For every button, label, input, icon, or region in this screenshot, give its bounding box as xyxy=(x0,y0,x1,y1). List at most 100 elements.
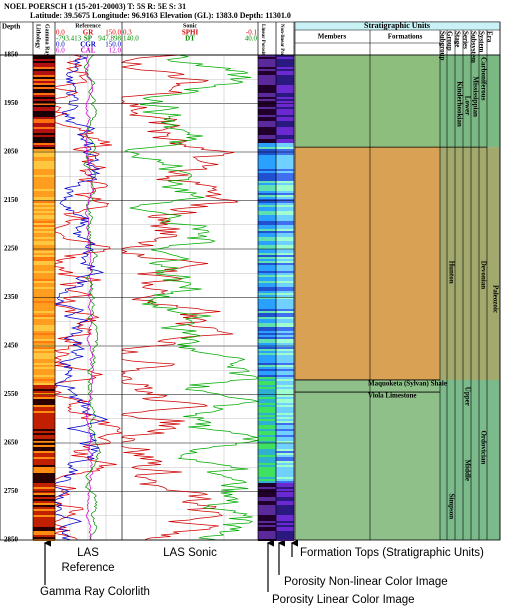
porosity-linear-row xyxy=(258,377,276,379)
porosity-nonlinear-row xyxy=(276,507,294,509)
porosity-linear-row xyxy=(258,291,276,293)
porosity-linear-row xyxy=(258,245,276,247)
porosity-nonlinear-row xyxy=(276,271,294,273)
porosity-nonlinear-row xyxy=(276,267,294,269)
porosity-linear-row xyxy=(258,125,276,127)
colorlith-row xyxy=(33,363,55,365)
porosity-nonlinear-row xyxy=(276,121,294,123)
nonlinear-header: Non-linear Porosity xyxy=(279,24,284,66)
porosity-nonlinear-row xyxy=(276,435,294,437)
porosity-nonlinear-row xyxy=(276,419,294,421)
porosity-nonlinear-row xyxy=(276,309,294,311)
porosity-nonlinear-row xyxy=(276,501,294,503)
strat-band xyxy=(295,147,500,380)
porosity-nonlinear-row xyxy=(276,479,294,481)
porosity-nonlinear-row xyxy=(276,171,294,173)
porosity-linear-row xyxy=(258,469,276,471)
porosity-nonlinear-row xyxy=(276,329,294,331)
colorlith-row xyxy=(33,405,55,407)
unit-label: Lower xyxy=(463,96,471,115)
colorlith-row xyxy=(33,269,55,271)
colorlith-row xyxy=(33,413,55,415)
porosity-linear-row xyxy=(258,433,276,435)
porosity-linear-row xyxy=(258,477,276,479)
colorlith-row xyxy=(33,131,55,133)
porosity-nonlinear-row xyxy=(276,457,294,459)
colorlith-row xyxy=(33,141,55,143)
porosity-nonlinear-row xyxy=(276,173,294,175)
colorlith-row xyxy=(33,107,55,109)
porosity-nonlinear-row xyxy=(276,163,294,165)
porosity-nonlinear-row xyxy=(276,157,294,159)
porosity-nonlinear-row xyxy=(276,313,294,315)
porosity-linear-row xyxy=(258,323,276,325)
porosity-linear-row xyxy=(258,343,276,345)
porosity-nonlinear-row xyxy=(276,397,294,399)
colorlith-row xyxy=(33,427,55,429)
porosity-nonlinear-row xyxy=(276,473,294,475)
colorlith-row xyxy=(33,473,55,475)
colorlith-row xyxy=(33,455,55,457)
colorlith-row xyxy=(33,325,55,327)
colorlith-row xyxy=(33,433,55,435)
colorlith-row xyxy=(33,283,55,285)
porosity-linear-row xyxy=(258,491,276,493)
porosity-nonlinear-row xyxy=(276,237,294,239)
colorlith-row xyxy=(33,189,55,191)
porosity-linear-row xyxy=(258,527,276,529)
porosity-linear-row xyxy=(258,247,276,249)
porosity-linear-row xyxy=(258,489,276,491)
strat-header: Stratigraphic Units xyxy=(364,21,430,30)
porosity-nonlinear-row xyxy=(276,275,294,277)
porosity-nonlinear-row xyxy=(276,421,294,423)
depth-label: 1950 xyxy=(4,99,19,107)
curve-name: GR xyxy=(83,29,94,37)
porosity-linear-row xyxy=(258,315,276,317)
colorlith-row xyxy=(33,207,55,209)
porosity-linear-row xyxy=(258,459,276,461)
porosity-nonlinear-row xyxy=(276,399,294,401)
colorlith-row xyxy=(33,445,55,447)
porosity-linear-row xyxy=(258,303,276,305)
unit-label: Upper xyxy=(463,387,471,406)
porosity-linear-row xyxy=(258,511,276,513)
porosity-linear-row xyxy=(258,513,276,515)
colorlith-row xyxy=(33,65,55,67)
porosity-nonlinear-row xyxy=(276,227,294,229)
porosity-linear-row xyxy=(258,139,276,141)
porosity-linear-row xyxy=(258,157,276,159)
porosity-nonlinear-row xyxy=(276,243,294,245)
porosity-nonlinear-row xyxy=(276,403,294,405)
porosity-nonlinear-row xyxy=(276,135,294,137)
porosity-nonlinear-row xyxy=(276,159,294,161)
colorlith-row xyxy=(33,97,55,99)
porosity-linear-row xyxy=(258,385,276,387)
colorlith-row xyxy=(33,93,55,95)
porosity-linear-row xyxy=(258,213,276,215)
colorlith-row xyxy=(33,237,55,239)
porosity-linear-row xyxy=(258,349,276,351)
colorlith-row xyxy=(33,323,55,325)
porosity-nonlinear-row xyxy=(276,181,294,183)
annotation: Reference xyxy=(61,562,114,574)
porosity-nonlinear-row xyxy=(276,85,294,87)
colorlith-row xyxy=(33,165,55,167)
colorlith-row xyxy=(33,399,55,401)
porosity-nonlinear-row xyxy=(276,219,294,221)
porosity-nonlinear-row xyxy=(276,303,294,305)
colorlith-row xyxy=(33,305,55,307)
porosity-linear-row xyxy=(258,133,276,135)
colorlith-row xyxy=(33,127,55,129)
colorlith-row xyxy=(33,523,55,525)
porosity-linear-row xyxy=(258,215,276,217)
colorlith-row xyxy=(33,105,55,107)
colorlith-row xyxy=(33,331,55,333)
porosity-nonlinear-row xyxy=(276,193,294,195)
porosity-linear-row xyxy=(258,155,276,157)
colorlith-row xyxy=(33,133,55,135)
porosity-nonlinear-row xyxy=(276,493,294,495)
porosity-linear-row xyxy=(258,533,276,535)
porosity-linear-row xyxy=(258,369,276,371)
depth-label: 2050 xyxy=(4,148,19,156)
porosity-linear-row xyxy=(258,229,276,231)
